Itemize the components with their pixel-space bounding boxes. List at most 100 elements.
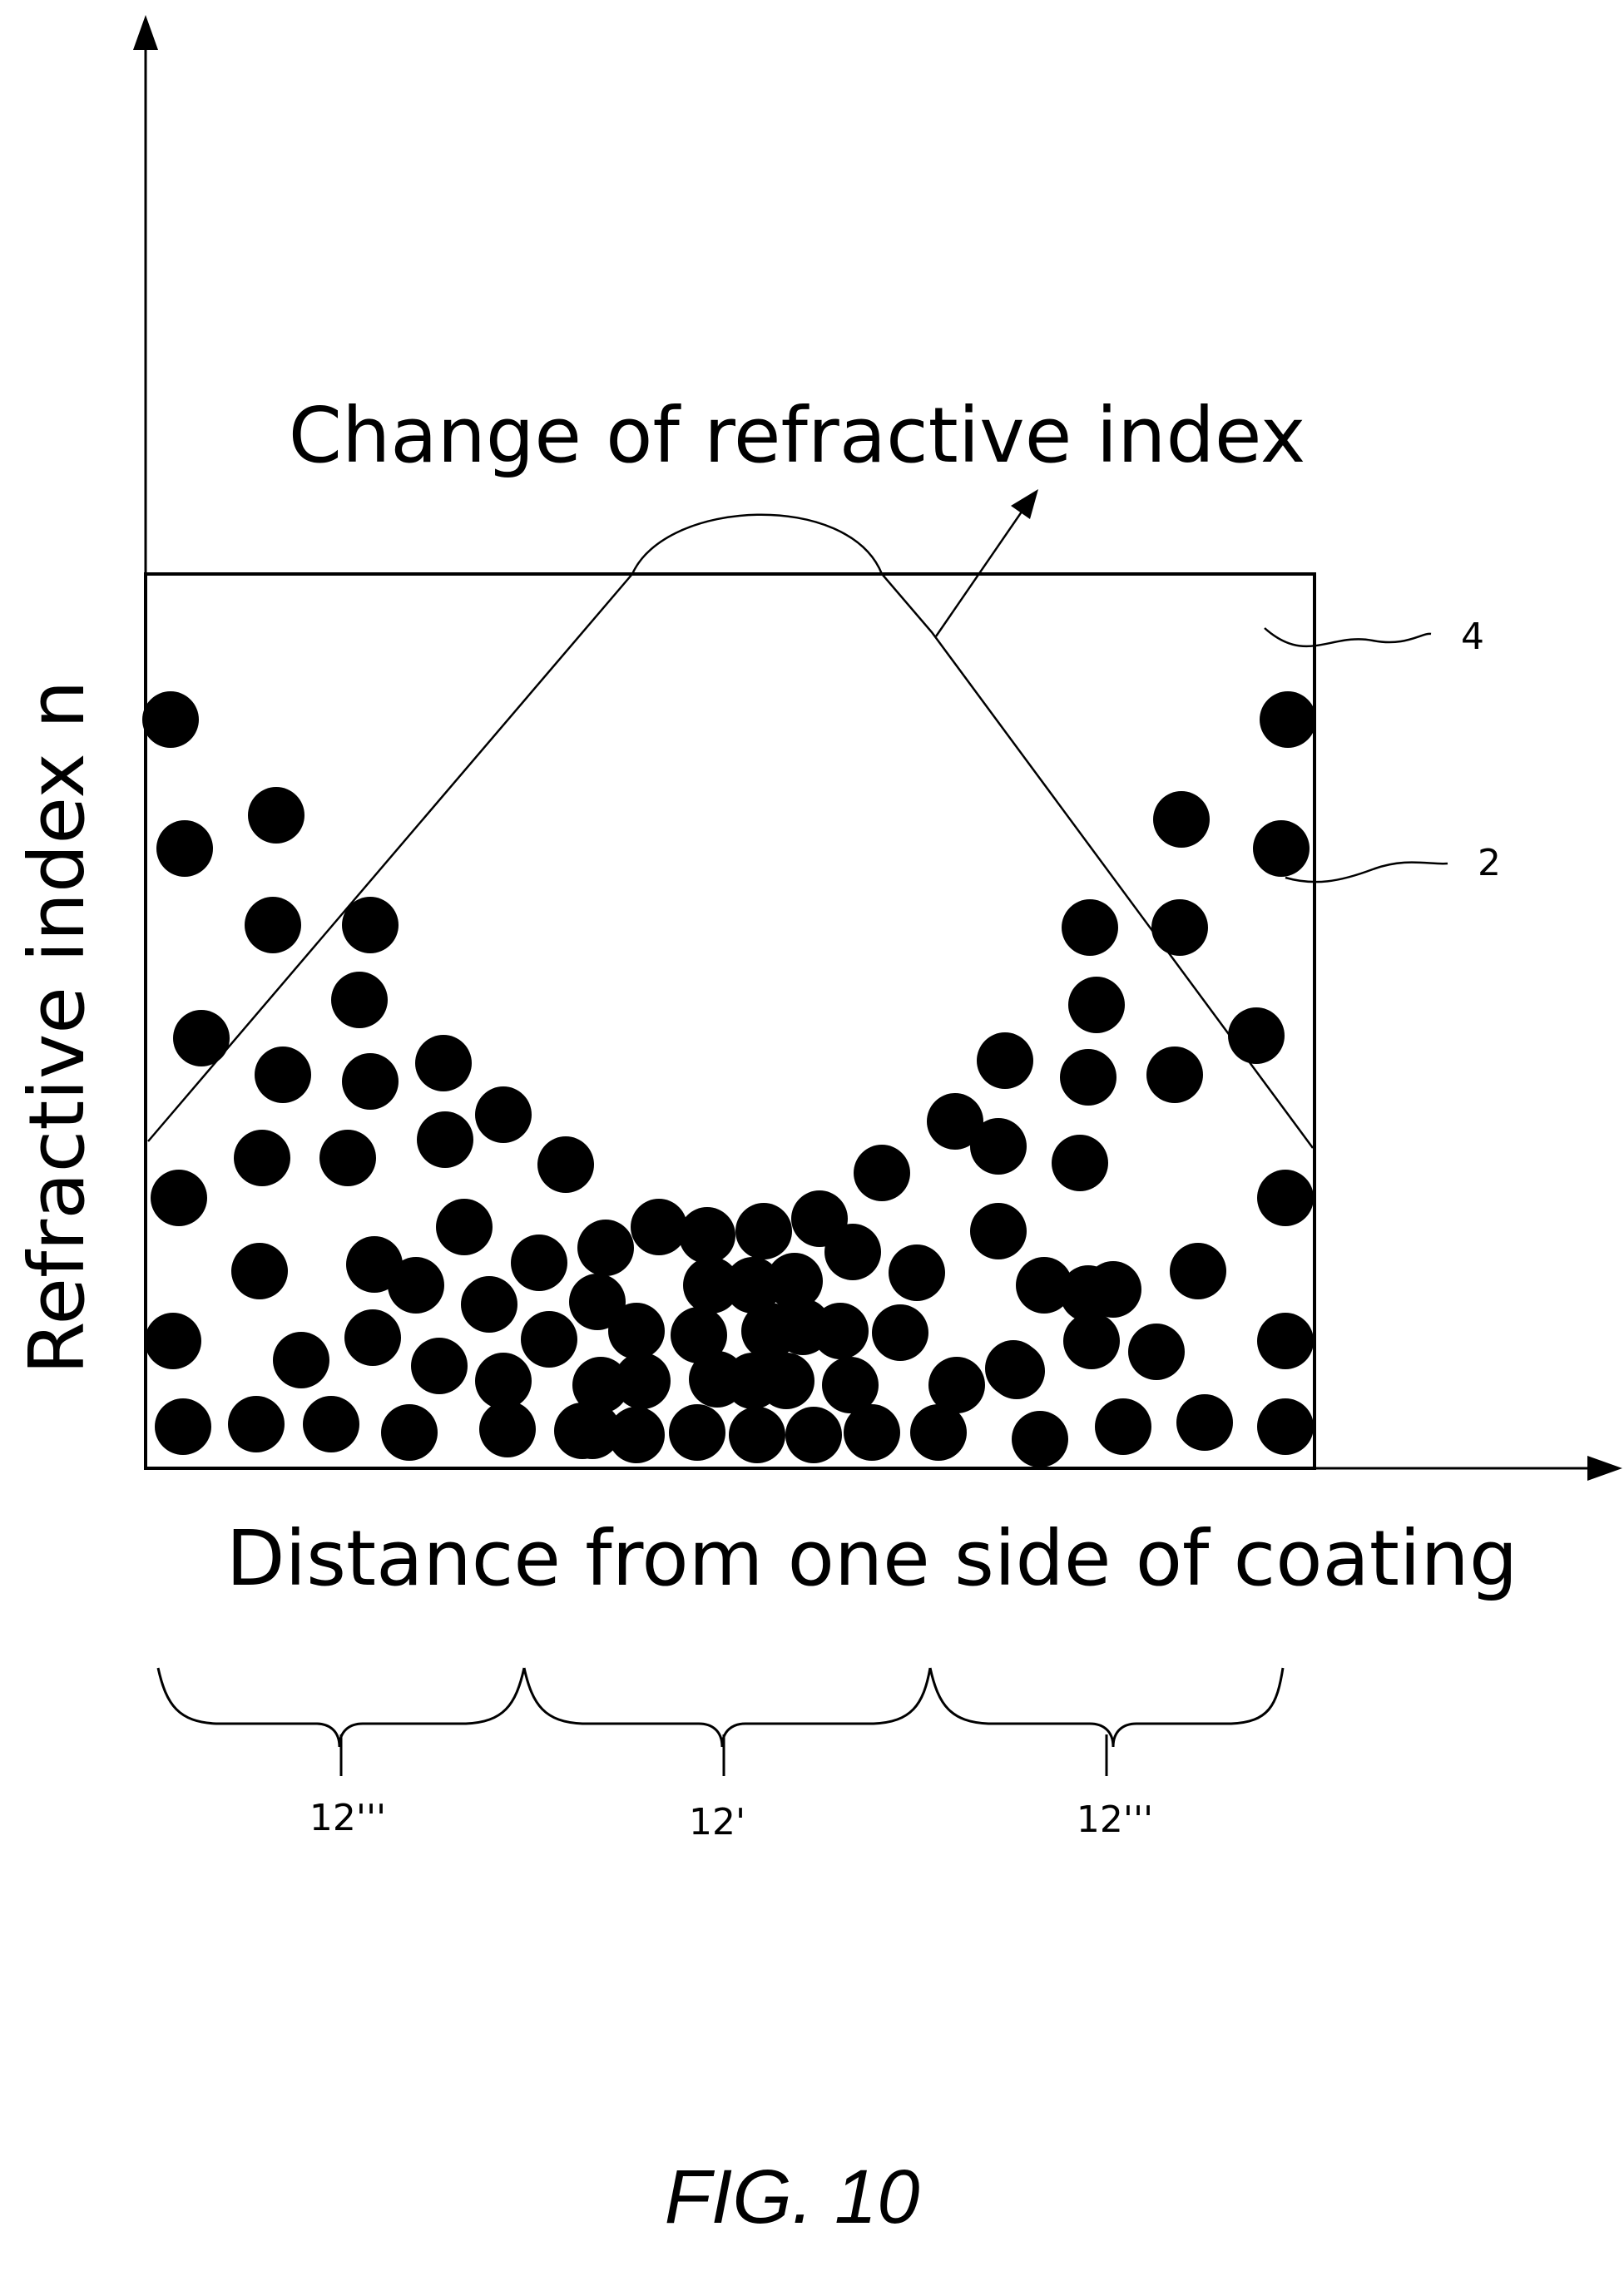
particle bbox=[669, 1404, 725, 1461]
particle bbox=[614, 1353, 671, 1409]
particle bbox=[273, 1332, 329, 1388]
figure-title: Change of refractive index bbox=[289, 391, 1306, 480]
particle bbox=[812, 1303, 869, 1359]
particle bbox=[1012, 1411, 1068, 1467]
particle bbox=[1052, 1135, 1108, 1191]
particle bbox=[151, 1170, 207, 1226]
particle bbox=[758, 1353, 814, 1409]
particle bbox=[1260, 691, 1316, 748]
particle bbox=[344, 1309, 401, 1366]
particle bbox=[231, 1243, 288, 1299]
particle bbox=[1128, 1324, 1185, 1380]
particle bbox=[928, 1357, 985, 1413]
particle bbox=[1016, 1257, 1072, 1314]
x-axis-label: Distance from one side of coating bbox=[226, 1514, 1518, 1603]
particle bbox=[156, 820, 213, 877]
particle bbox=[1146, 1047, 1203, 1103]
particle bbox=[608, 1407, 665, 1463]
particle bbox=[475, 1353, 532, 1409]
particle-group bbox=[142, 691, 1316, 1467]
particle bbox=[1085, 1261, 1141, 1318]
particle bbox=[319, 1130, 376, 1186]
particle bbox=[1153, 791, 1210, 848]
particle bbox=[844, 1404, 900, 1461]
particle bbox=[381, 1404, 438, 1461]
particle bbox=[303, 1396, 359, 1452]
particle bbox=[1060, 1049, 1116, 1106]
particle bbox=[1062, 899, 1118, 956]
particle bbox=[245, 897, 301, 953]
particle bbox=[572, 1357, 629, 1413]
particle bbox=[910, 1404, 967, 1461]
coating-box bbox=[144, 572, 1316, 1470]
particle bbox=[475, 1086, 532, 1143]
particle bbox=[970, 1203, 1027, 1259]
particle bbox=[1228, 1007, 1285, 1064]
particle bbox=[889, 1244, 945, 1301]
particle bbox=[173, 1010, 230, 1066]
leader-line-2 bbox=[1285, 861, 1448, 883]
particle bbox=[342, 1053, 399, 1110]
region-label-middle: 12' bbox=[689, 1801, 745, 1843]
particle bbox=[1257, 1313, 1314, 1369]
particle bbox=[1253, 820, 1310, 877]
particle bbox=[255, 1047, 311, 1103]
particle bbox=[417, 1111, 473, 1168]
particle bbox=[988, 1343, 1045, 1399]
particle bbox=[537, 1136, 594, 1193]
particle bbox=[569, 1274, 626, 1330]
particle bbox=[1176, 1394, 1233, 1451]
particle bbox=[331, 972, 388, 1028]
curve-leader-arrow bbox=[934, 502, 1029, 637]
y-axis-arrowhead bbox=[133, 15, 158, 50]
particle bbox=[631, 1199, 687, 1255]
particle bbox=[735, 1203, 792, 1259]
x-axis-arrowhead bbox=[1587, 1456, 1622, 1481]
particle bbox=[725, 1257, 781, 1314]
leader-line-4 bbox=[1264, 627, 1432, 648]
figure-caption: FIG. 10 bbox=[665, 2155, 920, 2239]
particle bbox=[608, 1303, 665, 1359]
particle bbox=[1068, 977, 1125, 1033]
particle bbox=[927, 1093, 983, 1150]
particle bbox=[1151, 899, 1208, 956]
brace-middle bbox=[522, 1667, 932, 1748]
particle bbox=[436, 1199, 493, 1255]
particle bbox=[342, 897, 399, 953]
particle bbox=[671, 1307, 727, 1363]
particle bbox=[822, 1357, 879, 1413]
particle bbox=[854, 1145, 910, 1201]
particle bbox=[679, 1207, 735, 1264]
particle bbox=[577, 1220, 634, 1276]
particle bbox=[234, 1130, 290, 1186]
particle bbox=[1257, 1398, 1314, 1455]
particle bbox=[977, 1032, 1033, 1089]
particle bbox=[228, 1396, 285, 1452]
particle bbox=[785, 1407, 842, 1463]
particle bbox=[872, 1304, 928, 1361]
refractive-index-curve bbox=[147, 513, 1315, 1149]
particle bbox=[766, 1253, 823, 1309]
y-axis-label: Refractive index n bbox=[12, 680, 102, 1375]
particle bbox=[145, 1313, 201, 1369]
particle bbox=[388, 1257, 444, 1314]
region-label-right: 12''' bbox=[1077, 1799, 1153, 1841]
particle bbox=[415, 1035, 472, 1091]
particle bbox=[461, 1276, 517, 1333]
reference-label-2: 2 bbox=[1478, 842, 1501, 884]
particle bbox=[683, 1257, 740, 1314]
particle bbox=[824, 1224, 881, 1280]
particle bbox=[521, 1311, 577, 1368]
particle bbox=[1063, 1313, 1120, 1369]
region-label-left: 12''' bbox=[309, 1797, 386, 1839]
particle bbox=[564, 1403, 621, 1459]
particle bbox=[511, 1235, 567, 1291]
particle bbox=[1095, 1398, 1151, 1455]
particle bbox=[248, 787, 304, 844]
particle bbox=[729, 1407, 785, 1463]
reference-label-4: 4 bbox=[1461, 616, 1484, 658]
brace-left bbox=[156, 1667, 526, 1748]
particle bbox=[411, 1338, 468, 1394]
particle bbox=[142, 691, 199, 748]
